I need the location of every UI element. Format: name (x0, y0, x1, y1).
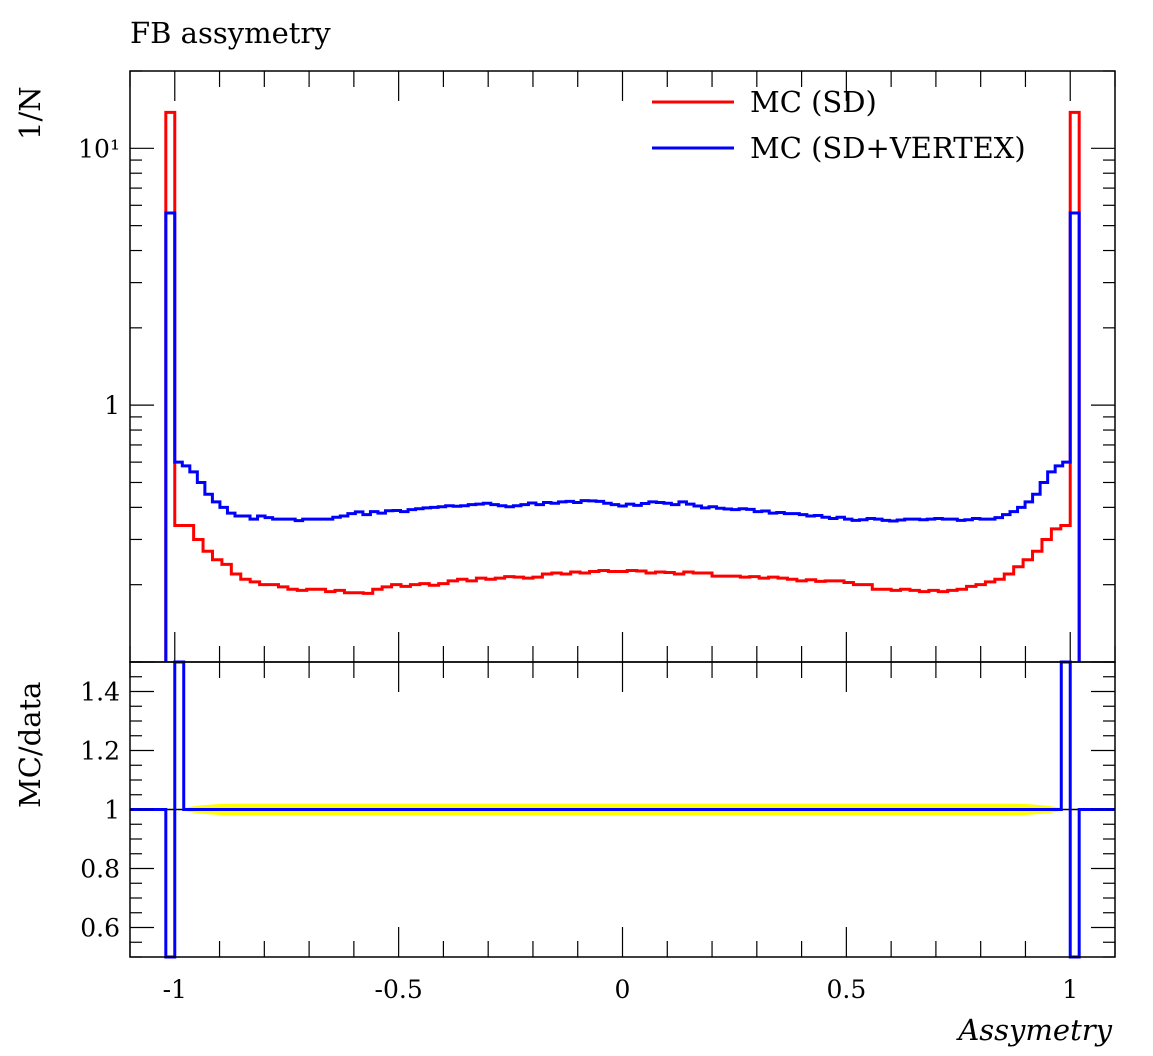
y-tick-label: 0.8 (80, 855, 120, 884)
legend: MC (SD) MC (SD+VERTEX) (652, 85, 1026, 165)
x-axis-title: Assymetry (955, 1013, 1112, 1047)
y-tick-label: 0.6 (80, 914, 120, 943)
x-tick-label: -1 (163, 975, 187, 1004)
y-tick-label: 1 (104, 796, 120, 825)
legend-label-mc-sd: MC (SD) (750, 85, 877, 119)
chart-title: FB assymetry (130, 16, 331, 50)
series-line-mc-sd-vertex (164, 211, 1081, 662)
y-tick-label: 1 (104, 391, 120, 420)
bottom-plot-area: 0.6 0.8 1 1.2 1.4 -1 -0.5 0 0.5 1 (80, 660, 1116, 1004)
top-y-axis-title: 1/N (13, 86, 47, 140)
y-tick-label: 1.4 (80, 678, 120, 707)
x-tick-label: 0 (615, 975, 631, 1004)
ratio-line (130, 660, 1115, 959)
top-plot-area: 1 10¹ (78, 70, 1116, 663)
series-line-mc-sd (164, 110, 1081, 662)
bottom-plot-frame (129, 661, 1116, 958)
legend-label-mc-sd-vertex: MC (SD+VERTEX) (750, 131, 1026, 165)
y-tick-label: 10¹ (78, 134, 120, 163)
x-tick-label: 0.5 (826, 975, 866, 1004)
y-tick-label: 1.2 (80, 737, 120, 766)
bottom-y-axis-title: MC/data (13, 682, 47, 808)
x-tick-label: 1 (1062, 975, 1078, 1004)
x-tick-label: -0.5 (375, 975, 423, 1004)
